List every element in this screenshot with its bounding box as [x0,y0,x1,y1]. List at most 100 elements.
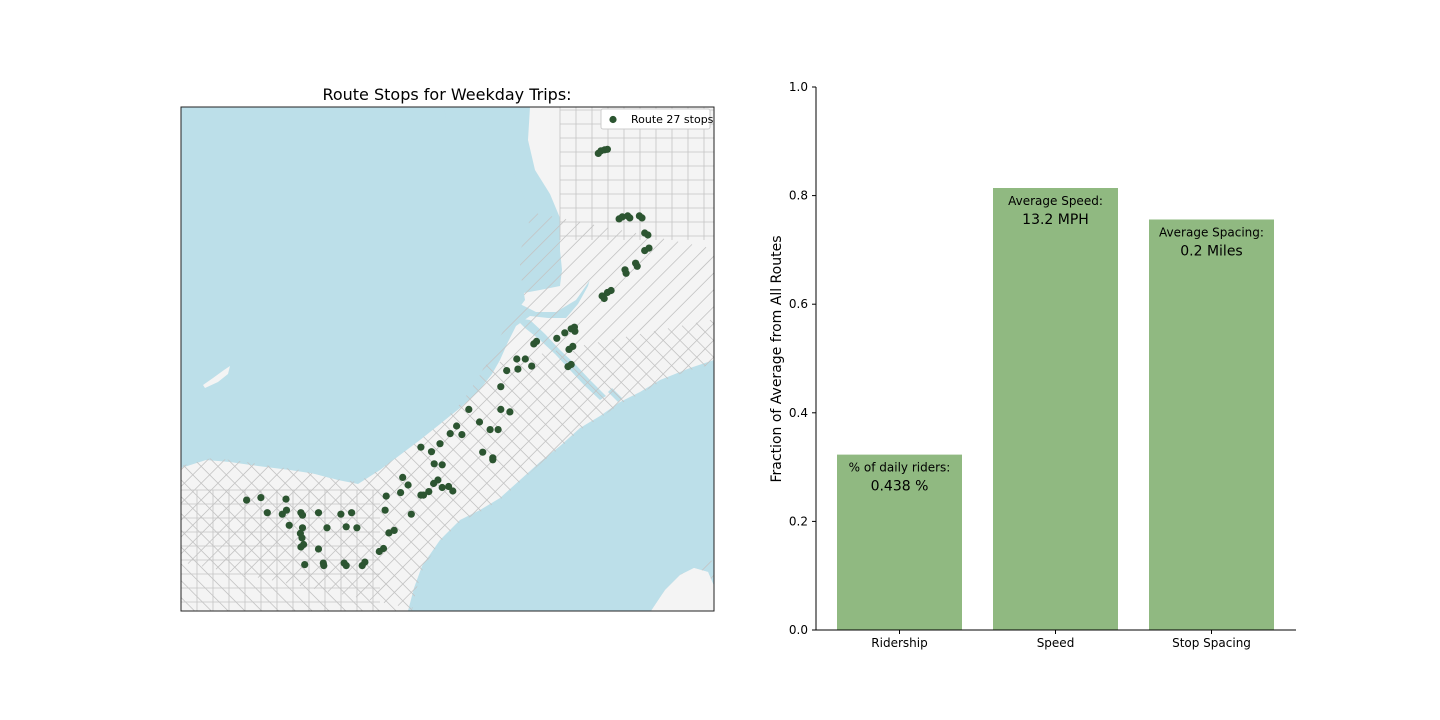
legend-label: Route 27 stops [631,113,714,126]
route-stop [361,558,369,566]
bar-speed [993,187,1118,631]
route-stop [503,367,511,375]
route-stop [430,460,438,468]
route-stop [638,214,646,222]
route-stop [438,483,446,492]
route-stop [342,562,350,570]
legend-marker [609,115,617,124]
route-stop [644,231,652,239]
route-stop [497,405,505,413]
map-frame [180,106,715,612]
route-stops [243,145,653,570]
route-stop [348,509,356,517]
route-stop [427,448,436,456]
route-stop [618,213,626,221]
route-stop [603,145,612,153]
route-stop [263,509,271,517]
route-stop [633,262,641,270]
route-stop [449,487,457,495]
bar-note: Average Speed: [1008,194,1103,208]
route-stop [622,269,630,277]
route-stop [298,511,307,519]
route-stop [565,345,573,353]
route-stop [600,294,608,303]
bar-note: Average Spacing: [1159,225,1264,239]
route-stop [446,430,454,438]
bar-ridership [837,454,962,630]
y-tick-label: 0.2 [789,514,808,528]
x-tick-label: Ridership [871,636,927,650]
y-tick-label: 1.0 [789,80,808,94]
route-stop [342,523,350,531]
street-grid [181,107,714,611]
route-stop [514,365,522,373]
bar-value-label: 0.438 % [871,479,929,495]
y-tick-label: 0.0 [789,623,808,637]
map-title: Route Stops for Weekday Trips: [322,85,571,104]
route-stop [494,426,502,434]
route-stop [243,496,251,504]
route-stop [417,491,425,499]
route-stop [497,383,505,391]
route-stop [532,337,541,345]
route-stop [489,456,497,464]
route-stop [458,431,466,439]
route-stop [626,214,634,222]
y-tick-label: 0.4 [789,406,808,420]
y-axis: 0.0 0.2 0.4 0.6 0.8 1.0 [789,80,817,637]
route-stop [513,355,521,363]
route-stop [300,540,308,549]
route-stop [381,506,389,514]
bar-stop-spacing [1149,219,1274,630]
route-stop [553,334,561,342]
route-stop [298,524,307,532]
route-stop [475,418,484,426]
route-stop [282,506,291,514]
route-stop [390,526,398,535]
x-tick-label: Speed [1037,636,1075,650]
map-legend: Route 27 stops [600,108,714,130]
route-stop [506,408,514,416]
route-stop [417,443,425,451]
route-stop [521,355,529,363]
x-tick-label: Stop Spacing [1172,636,1251,650]
bar-value-label: 0.2 Miles [1180,243,1242,259]
route-stop [337,510,345,518]
route-stop [607,286,615,295]
y-axis-label: Fraction of Average from All Routes [769,236,785,483]
route-stop [407,510,415,518]
route-stop [561,329,569,337]
route-stop [436,440,444,448]
route-stop [567,360,575,369]
route-stop [570,323,579,331]
route-stop [438,461,446,469]
route-stop [314,545,323,553]
y-tick-label: 0.6 [789,297,808,311]
route-stop [479,448,487,456]
bar-value-label: 13.2 MPH [1022,212,1089,228]
route-stop [323,524,331,532]
route-stop [257,494,265,502]
route-stop [282,495,290,503]
route-stop [301,561,309,569]
bar-chart: % of daily riders: 0.438 % Average Speed: 1… [769,80,1296,650]
route-stop [528,362,536,370]
route-stop [404,481,412,489]
route-stop [486,426,494,434]
route-stop [465,405,473,413]
route-stop [314,509,323,517]
map: Route 27 stops [181,107,714,611]
route-stop [382,492,390,500]
route-stop [353,524,361,532]
route-stop [320,562,328,570]
route-stop [375,547,383,556]
bar-note: % of daily riders: [849,461,951,475]
route-stop [645,244,653,252]
route-stop [453,422,461,430]
route-stop [399,473,407,481]
route-stop [285,521,293,529]
route-stop [425,488,433,496]
route-stop [445,482,453,491]
x-axis: Ridership Speed Stop Spacing [816,629,1296,650]
